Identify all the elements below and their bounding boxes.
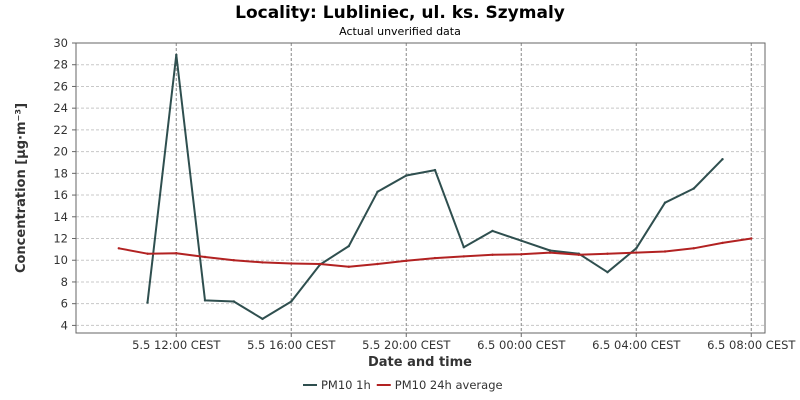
legend-label: PM10 1h [321,378,371,392]
data-point [290,262,293,265]
data-point [692,247,695,250]
y-tick-label: 28 [53,58,68,72]
legend-label: PM10 24h average [395,378,503,392]
data-point [491,229,494,233]
data-point [146,301,149,304]
x-axis-label: Date and time [368,355,472,370]
x-tick-label: 6.5 04:00 CEST [592,338,681,352]
data-point [347,265,350,268]
data-point [261,261,264,264]
y-tick-label: 24 [53,101,68,115]
y-axis-ticks: 4 6 8 10 12 14 16 18 20 22 24 26 28 30 [53,36,76,332]
data-point [433,168,437,172]
plot-area [76,43,765,333]
data-point [232,259,235,262]
y-tick-label: 20 [53,145,68,159]
x-tick-label: 6.5 00:00 CEST [477,338,566,352]
y-tick-label: 22 [53,123,68,137]
data-point [721,158,724,161]
data-point [318,262,322,266]
data-point [663,250,667,253]
data-point [606,252,609,255]
x-tick-label: 5.5 12:00 CEST [132,338,221,352]
data-point [692,187,695,190]
y-tick-label: 12 [53,232,68,246]
data-point [548,251,552,254]
data-point [721,241,724,245]
series-layer [117,53,753,321]
data-point [548,249,552,252]
x-tick-label: 5.5 16:00 CEST [247,338,336,352]
data-point [347,244,350,248]
data-point [606,271,609,274]
legend: PM10 1h PM10 24h average [303,378,503,392]
y-tick-label: 16 [53,188,68,202]
data-point [232,300,235,303]
data-point [750,237,753,240]
y-tick-label: 4 [61,318,68,332]
data-point [376,190,379,193]
chart-title: Locality: Lubliniec, ul. ks. Szymaly [235,3,565,23]
x-tick-label: 6.5 08:00 CEST [707,338,796,352]
data-point [663,201,667,204]
y-tick-label: 30 [53,36,68,50]
data-point [520,253,523,256]
data-point [405,174,408,177]
data-point [376,262,379,266]
data-point [261,317,264,321]
data-point [117,247,121,250]
y-tick-label: 8 [61,275,68,289]
y-tick-label: 10 [53,253,68,267]
x-tick-label: 5.5 20:00 CEST [362,338,451,352]
y-tick-label: 18 [53,166,68,180]
data-point [635,247,638,250]
data-point [491,253,494,256]
data-point [290,300,293,303]
y-tick-label: 26 [53,79,68,93]
data-point [433,256,437,260]
grid-lines [76,42,765,333]
data-point [146,252,149,255]
y-axis-label: Concentration [µg·m⁻³] [14,103,29,273]
data-point [203,299,207,302]
data-point [175,53,178,57]
plot-border [75,42,766,334]
data-point [462,246,465,249]
y-tick-label: 6 [61,297,68,311]
data-point [577,253,580,256]
data-point [175,252,178,255]
y-tick-label: 14 [53,210,68,224]
data-point [520,239,523,242]
x-axis-ticks: 5.5 12:00 CEST 5.5 16:00 CEST 5.5 20:00 CE… [132,333,796,352]
data-point [462,255,465,258]
chart-subtitle: Actual unverified data [339,25,461,38]
data-point [203,255,207,259]
data-point [405,259,408,262]
data-point [635,251,638,254]
